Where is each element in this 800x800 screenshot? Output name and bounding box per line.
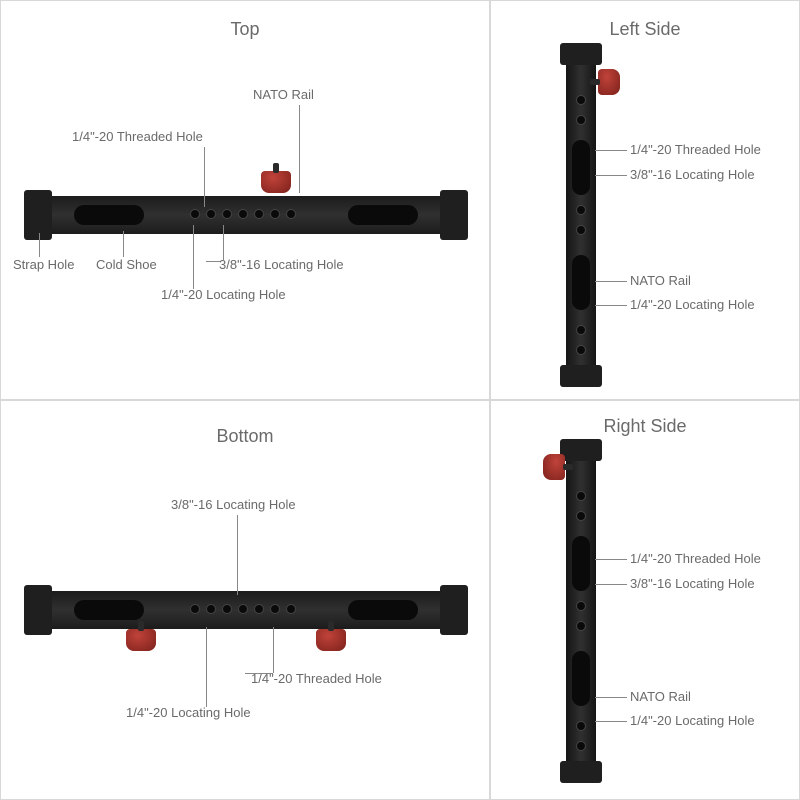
leader-line [206, 627, 207, 707]
label-three-eighths-locating: 3/8"-16 Locating Hole [171, 497, 296, 512]
endcap-icon [440, 190, 468, 240]
panel-left-side: Left Side 1/4"-20 Threaded Hole 3/8"-16 … [490, 0, 800, 400]
leader-line [595, 559, 627, 560]
panel-title-bottom: Bottom [216, 426, 273, 447]
panel-title-right: Right Side [603, 416, 686, 437]
knob-icon [316, 629, 346, 651]
leader-line [273, 627, 274, 673]
panel-right-side: Right Side 1/4"-20 Threaded Hole 3/8"-16… [490, 400, 800, 800]
leader-line [39, 233, 40, 257]
label-nato-rail: NATO Rail [630, 273, 691, 288]
knob-icon [598, 69, 620, 95]
leader-line [193, 225, 194, 289]
hole-icon [576, 741, 586, 751]
endcap-icon [560, 439, 602, 461]
panel-title-top: Top [230, 19, 259, 40]
leader-line [595, 697, 627, 698]
hole-row-icon [190, 209, 296, 221]
rail-left-side-view [566, 45, 596, 385]
leader-line [299, 105, 300, 193]
label-quarter-locating: 1/4"-20 Locating Hole [630, 713, 755, 728]
endcap-icon [24, 585, 52, 635]
leader-line [595, 150, 627, 151]
slot-icon [572, 255, 590, 310]
label-nato-rail: NATO Rail [630, 689, 691, 704]
hole-icon [576, 225, 586, 235]
label-three-eighths-locating: 3/8"-16 Locating Hole [219, 257, 344, 272]
panel-top: Top NATO Rail 1/4"-20 Threaded Hole Stra… [0, 0, 490, 400]
leader-line [204, 147, 205, 207]
label-quarter-locating: 1/4"-20 Locating Hole [630, 297, 755, 312]
rail-right-side-view [566, 441, 596, 781]
hole-icon [576, 95, 586, 105]
label-quarter-threaded: 1/4"-20 Threaded Hole [630, 551, 761, 566]
slot-icon [572, 651, 590, 706]
hole-icon [576, 345, 586, 355]
label-three-eighths-locating: 3/8"-16 Locating Hole [630, 167, 755, 182]
leader-line [206, 261, 220, 262]
endcap-icon [24, 190, 52, 240]
label-nato-rail: NATO Rail [253, 87, 314, 102]
hole-icon [576, 721, 586, 731]
endcap-icon [560, 365, 602, 387]
hole-icon [576, 621, 586, 631]
leader-line [595, 584, 627, 585]
label-quarter-threaded: 1/4"-20 Threaded Hole [630, 142, 761, 157]
leader-line [123, 231, 124, 257]
leader-line [245, 673, 273, 674]
endcap-icon [440, 585, 468, 635]
label-strap-hole: Strap Hole [13, 257, 74, 272]
label-three-eighths-locating: 3/8"-16 Locating Hole [630, 576, 755, 591]
label-quarter-locating: 1/4"-20 Locating Hole [126, 705, 251, 720]
slot-icon [74, 600, 144, 620]
slot-icon [572, 536, 590, 591]
slot-icon [348, 205, 418, 225]
leader-line [595, 175, 627, 176]
hole-icon [576, 325, 586, 335]
hole-icon [576, 491, 586, 501]
leader-line [223, 225, 224, 261]
leader-line [595, 305, 627, 306]
hole-icon [576, 115, 586, 125]
slot-icon [572, 140, 590, 195]
leader-line [595, 721, 627, 722]
knob-icon [543, 454, 565, 480]
panel-bottom: Bottom 3/8"-16 Locating Hole 1/4"-20 Thr… [0, 400, 490, 800]
label-cold-shoe: Cold Shoe [96, 257, 157, 272]
hole-icon [576, 511, 586, 521]
hole-icon [576, 601, 586, 611]
slot-icon [348, 600, 418, 620]
label-quarter-threaded: 1/4"-20 Threaded Hole [72, 129, 203, 144]
endcap-icon [560, 761, 602, 783]
four-view-grid: Top NATO Rail 1/4"-20 Threaded Hole Stra… [0, 0, 800, 800]
label-quarter-locating: 1/4"-20 Locating Hole [161, 287, 286, 302]
endcap-icon [560, 43, 602, 65]
leader-line [595, 281, 627, 282]
hole-icon [576, 205, 586, 215]
slot-icon [74, 205, 144, 225]
leader-line [237, 515, 238, 595]
rail-bottom-view [26, 591, 466, 629]
panel-title-left: Left Side [609, 19, 680, 40]
rail-top-view [26, 196, 466, 234]
hole-row-icon [190, 604, 296, 616]
knob-icon [261, 171, 291, 193]
knob-icon [126, 629, 156, 651]
